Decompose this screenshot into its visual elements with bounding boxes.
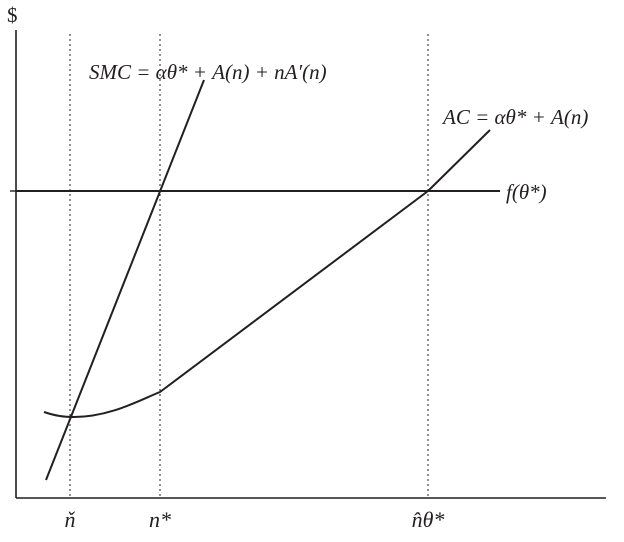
tick-n-hat: n̂θ* <box>412 507 445 532</box>
tick-n-check: ň <box>65 507 76 532</box>
smc-line <box>45 79 205 481</box>
ac-label: AC = αθ* + A(n) <box>441 105 588 129</box>
smc-label: SMC = αθ* + A(n) + nA′(n) <box>89 60 327 84</box>
f-theta-label: f(θ*) <box>506 180 547 204</box>
ac-curve <box>43 129 491 418</box>
tick-n-star: n* <box>149 507 171 532</box>
y-axis-label: $ <box>7 3 18 27</box>
